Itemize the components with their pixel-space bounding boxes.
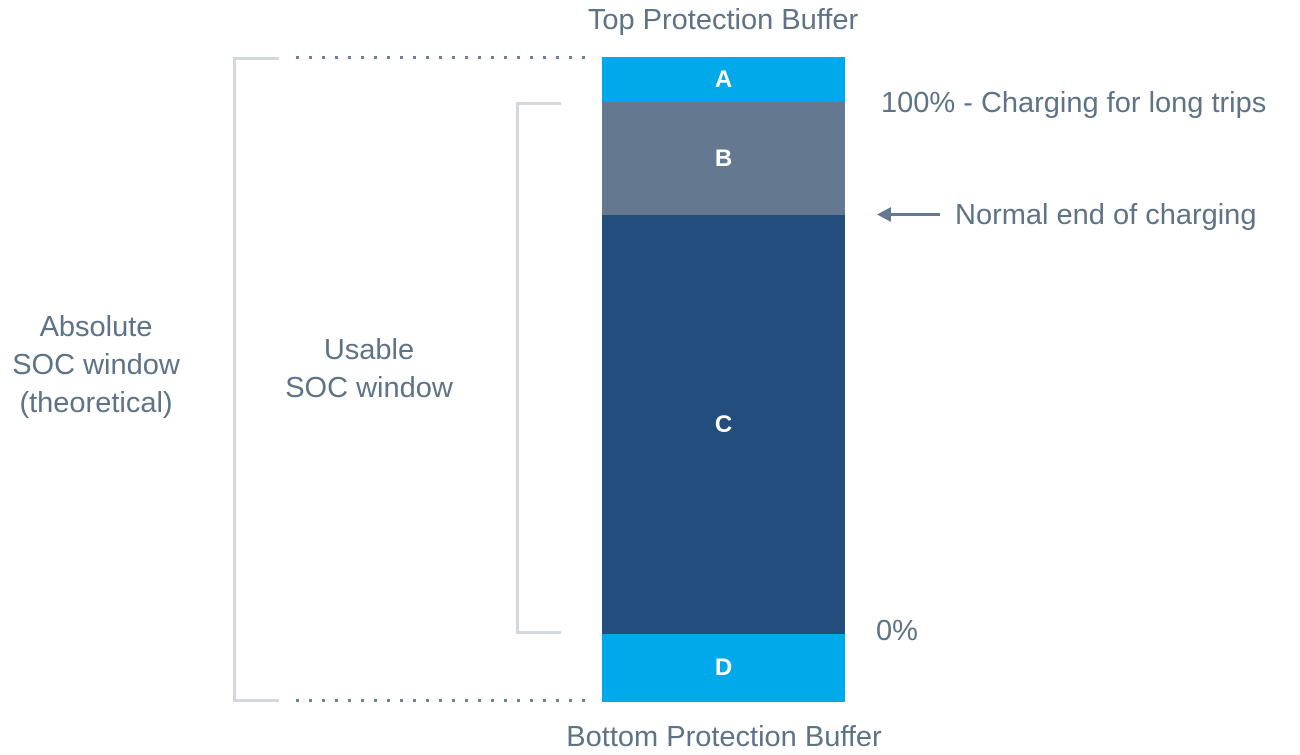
absolute-soc-bracket (233, 57, 236, 702)
arrow-left-icon (876, 201, 942, 228)
segment-c: C (602, 215, 845, 634)
segment-b-label: B (714, 144, 733, 172)
segment-d-label: D (714, 654, 733, 681)
bottom-protection-buffer-title: Bottom Protection Buffer (566, 721, 882, 753)
segment-b: B (602, 102, 845, 215)
full-charge-annotation: 100% - Charging for long trips (881, 87, 1267, 119)
absolute-soc-window-label: Absolute SOC window (theoretical) (0, 308, 192, 422)
zero-percent-annotation: 0% (876, 615, 918, 647)
absolute-soc-bracket-arm-bottom (233, 699, 279, 702)
usable-soc-bracket-arm-bottom (516, 631, 561, 634)
dotted-line-bottom (296, 699, 585, 702)
absolute-label-line-2: SOC window (12, 349, 180, 381)
usable-label-line-2: SOC window (285, 372, 453, 404)
usable-soc-bracket (516, 102, 519, 634)
usable-soc-window-label: Usable SOC window (270, 331, 468, 407)
segment-d: D (602, 634, 845, 702)
segment-c-label: C (714, 410, 733, 438)
normal-end-of-charging-annotation: Normal end of charging (955, 199, 1257, 231)
top-protection-buffer-title: Top Protection Buffer (587, 4, 859, 36)
segment-a: A (602, 57, 845, 102)
usable-label-line-1: Usable (323, 334, 415, 366)
absolute-soc-bracket-arm-top (233, 57, 279, 60)
absolute-label-line-1: Absolute (39, 311, 153, 343)
absolute-label-line-3: (theoretical) (19, 387, 173, 419)
dotted-line-top (296, 56, 588, 59)
soc-bar: A B C D (602, 57, 845, 702)
usable-soc-bracket-arm-top (516, 102, 561, 105)
segment-a-label: A (714, 65, 733, 93)
